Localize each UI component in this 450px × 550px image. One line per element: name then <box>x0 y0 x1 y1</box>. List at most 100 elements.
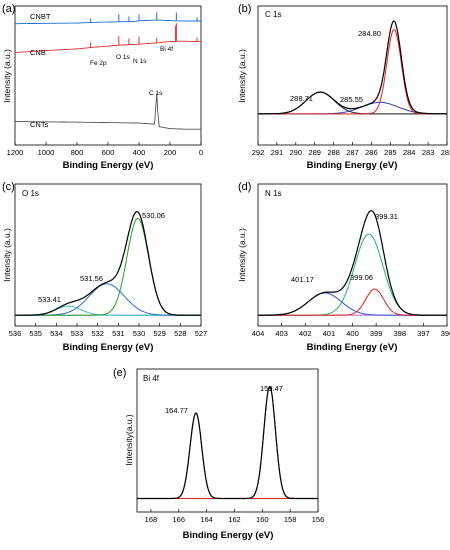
panel-c-envelope <box>15 210 201 316</box>
panel-e-letter: (e) <box>113 367 126 379</box>
panel-d-tick-label: 396 <box>441 329 450 338</box>
panel-a-label-cnb: CNB <box>30 48 46 57</box>
panel-b-tick-label: 284 <box>403 148 416 157</box>
panel-a-series-cnb <box>14 40 201 53</box>
panel-c-ylabel: Intensity (a.u.) <box>2 228 12 282</box>
panel-e-title: Bi 4f <box>143 374 160 383</box>
panel-c-xlabel: Binding Energy (eV) <box>63 342 154 353</box>
panel-c-tick-label: 527 <box>195 329 208 338</box>
panel-b: (b) C 1s 292 291 290 289 288 287 286 285 284 283 2… <box>237 3 450 171</box>
panel-e-x-ticks: 168 166 164 162 160 158 156 <box>145 509 325 524</box>
panel-c-letter: (c) <box>2 181 15 193</box>
panel-b-letter: (b) <box>238 3 251 15</box>
panel-a-xlabel: Binding Energy (eV) <box>63 160 154 171</box>
panel-b-envelope <box>258 20 447 115</box>
panel-e-tick-label: 164 <box>200 515 213 524</box>
panel-b-tick-label: 292 <box>252 148 265 157</box>
panel-b-frame <box>257 5 448 146</box>
panel-e-ylabel: Intensity(a.u.) <box>124 414 134 466</box>
panel-b-peak-label-3: 284.80 <box>358 29 381 38</box>
panel-c-title: O 1s <box>22 189 39 198</box>
panel-d-curves <box>258 210 447 316</box>
panel-e-tick-label: 168 <box>145 515 158 524</box>
panel-d-ylabel: Intensity (a.u.) <box>237 228 247 282</box>
panel-a-tick-label: 1000 <box>38 148 55 157</box>
panel-e-xlabel: Binding Energy (eV) <box>183 530 274 541</box>
panel-a-tick-label: 1200 <box>7 148 24 157</box>
panel-d-tick-label: 402 <box>299 329 312 338</box>
panel-a-x-ticks: 1200 1000 800 600 400 200 0 <box>7 142 203 157</box>
panel-d-frame <box>257 183 448 327</box>
panel-b-curves <box>258 20 447 115</box>
panel-d-letter: (d) <box>238 181 251 193</box>
panel-a-curves <box>14 12 201 130</box>
panel-a-tick-label: 600 <box>102 148 115 157</box>
panel-c-tick-label: 530 <box>133 329 146 338</box>
panel-d-x-ticks: 404 403 402 401 400 399 398 397 396 <box>252 323 450 338</box>
panel-d-tick-label: 404 <box>252 329 265 338</box>
panel-a-tick-label: 400 <box>133 148 146 157</box>
panel-a-series-cnts <box>15 93 201 130</box>
panel-d-component-3 <box>258 288 447 316</box>
panel-d-title: N 1s <box>265 189 281 198</box>
panel-c-tick-label: 532 <box>91 329 104 338</box>
panel-c-curves <box>15 210 201 316</box>
panel-a-label-c1s: C 1s <box>149 90 163 97</box>
panel-d-tick-label: 397 <box>417 329 430 338</box>
panel-c: (c) O 1s 536 535 534 533 532 531 530 529 528 527 … <box>2 181 207 353</box>
panel-a-label-o1s: O 1s <box>116 54 130 61</box>
panel-b-component-3 <box>258 28 447 115</box>
panel-c-tick-label: 531 <box>112 329 125 338</box>
panel-e-tick-label: 156 <box>312 515 325 524</box>
panel-b-ylabel: Intensity (a.u.) <box>237 49 247 103</box>
panel-a-tick-label: 0 <box>199 148 203 157</box>
panel-e-tick-label: 162 <box>228 515 241 524</box>
panel-a-label-cnts: CNTs <box>30 120 49 129</box>
panel-d-xlabel: Binding Energy (eV) <box>307 342 398 353</box>
panel-c-peak-label-1: 533.41 <box>38 295 61 304</box>
panel-c-tick-label: 529 <box>153 329 166 338</box>
panel-b-tick-label: 285 <box>384 148 397 157</box>
panel-e-envelope <box>137 386 318 500</box>
panel-b-tick-label: 288 <box>327 148 340 157</box>
panel-b-title: C 1s <box>265 10 281 19</box>
panel-c-peak-label-2: 531.56 <box>80 274 103 283</box>
panel-d-tick-label: 403 <box>275 329 288 338</box>
panel-e-frame <box>136 368 319 513</box>
panel-d-tick-label: 398 <box>393 329 406 338</box>
panel-a-tick-label: 200 <box>164 148 177 157</box>
panel-b-tick-label: 283 <box>422 148 435 157</box>
panel-d-tick-label: 401 <box>323 329 336 338</box>
panel-b-tick-label: 290 <box>290 148 303 157</box>
panel-a-ylabel: Intensity (a.u.) <box>2 49 12 103</box>
panel-a-tick-label: 800 <box>71 148 84 157</box>
panel-a-letter: (a) <box>2 3 15 15</box>
panel-b-xlabel: Binding Energy (eV) <box>307 160 398 171</box>
panel-c-tick-label: 533 <box>71 329 84 338</box>
panel-d-peak-label-3: 399.06 <box>350 273 373 282</box>
panel-e-component-1 <box>137 412 318 499</box>
panel-a-label-fe2p: Fe 2p <box>90 60 107 67</box>
panel-a-label-bi4f: Bi 4f <box>160 46 173 53</box>
panel-b-tick-label: 282 <box>441 148 450 157</box>
panel-e-peak-label-1: 164.77 <box>165 406 188 415</box>
panel-c-peak-label-3: 530.06 <box>142 211 165 220</box>
panel-b-x-ticks: 292 291 290 289 288 287 286 285 284 283 282 <box>252 142 450 157</box>
panel-c-frame <box>14 183 202 327</box>
panel-d-component-1 <box>258 292 447 316</box>
panel-a-label-cnbt: CNBT <box>30 12 51 21</box>
panel-d-tick-label: 400 <box>346 329 359 338</box>
panel-d: (d) N 1s 404 403 402 401 400 399 398 397 396 Int… <box>237 181 450 353</box>
panel-e-tick-label: 158 <box>284 515 297 524</box>
panel-e-component-2 <box>137 386 318 499</box>
panel-b-tick-label: 291 <box>271 148 284 157</box>
panel-c-tick-label: 535 <box>29 329 42 338</box>
panel-b-peak-label-1: 288.71 <box>290 94 313 103</box>
panel-d-envelope <box>258 210 447 316</box>
panel-e-curves <box>137 386 318 500</box>
panel-b-peak-label-2: 285.55 <box>340 95 363 104</box>
panel-a-label-n1s: N 1s <box>133 58 147 65</box>
panel-c-tick-label: 534 <box>50 329 63 338</box>
panel-e-tick-label: 160 <box>256 515 269 524</box>
